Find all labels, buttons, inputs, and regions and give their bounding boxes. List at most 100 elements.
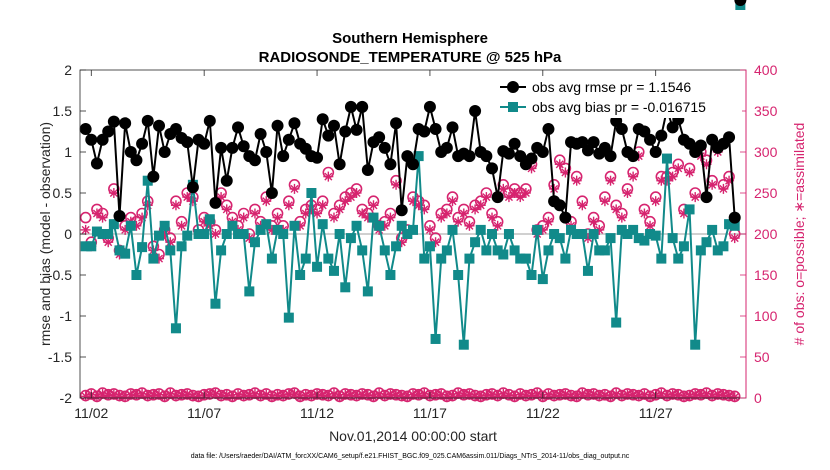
- rmse-point: [248, 154, 261, 167]
- assimilated-point: [718, 183, 729, 194]
- bias-point: [108, 219, 119, 230]
- bias-point: [402, 229, 413, 239]
- asterisk-stroke: [301, 209, 310, 218]
- asterisk-stroke: [442, 209, 451, 218]
- assimilated-point: [436, 212, 447, 223]
- rmse-point: [333, 158, 346, 171]
- bias-point: [633, 233, 644, 244]
- bias-point: [707, 224, 718, 235]
- asterisk-stroke: [595, 392, 604, 401]
- bias-point: [312, 261, 323, 272]
- rmse-point: [700, 191, 713, 204]
- bias-point: [656, 253, 667, 264]
- assimilated-low-point: [594, 391, 605, 402]
- rmse-point: [418, 125, 431, 138]
- bias-point: [515, 253, 526, 264]
- assimilated-point: [441, 208, 452, 219]
- rmse-point: [694, 139, 707, 152]
- rmse-point: [378, 141, 391, 154]
- asterisk-stroke: [104, 238, 113, 247]
- asterisk-stroke: [708, 180, 717, 189]
- asterisk-stroke: [352, 392, 361, 401]
- assimilated-point: [368, 200, 379, 211]
- asterisk-stroke: [550, 392, 559, 401]
- asterisk-stroke: [375, 389, 384, 398]
- bias-point: [419, 253, 430, 264]
- asterisk-stroke: [166, 389, 175, 398]
- asterisk-stroke: [154, 390, 164, 399]
- asterisk-stroke: [504, 193, 513, 202]
- asterisk-stroke: [600, 197, 609, 206]
- bias-point: [537, 274, 548, 285]
- rmse-point: [141, 114, 154, 127]
- asterisk-stroke: [454, 217, 463, 226]
- bias-point: [487, 229, 498, 239]
- series-layer: [79, 0, 747, 403]
- rmse-point: [491, 191, 504, 204]
- right-axis: 0 50 100 150 200 250 300 350 400: [740, 62, 778, 406]
- asterisk-stroke: [380, 392, 389, 401]
- bias-point: [492, 245, 503, 256]
- asterisk-stroke: [256, 392, 265, 401]
- asterisk-stroke: [634, 392, 643, 401]
- asterisk-stroke: [589, 390, 598, 399]
- assimilated-point: [729, 233, 740, 244]
- assimilated-point: [453, 216, 464, 227]
- asterisk-stroke: [606, 393, 615, 402]
- assimilated-point: [328, 212, 339, 223]
- assimilated-point: [628, 171, 639, 182]
- bias-point: [295, 270, 306, 280]
- asterisk-stroke: [465, 221, 474, 230]
- bias-point: [470, 237, 481, 248]
- bias-point: [278, 229, 289, 239]
- rmse-point: [288, 117, 301, 130]
- asterisk-stroke: [98, 213, 107, 222]
- rmse-point: [390, 117, 403, 130]
- asterisk-stroke: [160, 393, 169, 402]
- bias-point: [543, 245, 554, 256]
- rmse-point: [209, 196, 222, 209]
- bias-point: [549, 229, 560, 239]
- rmse-point: [728, 211, 741, 224]
- rmse-point: [181, 136, 194, 149]
- asterisk-stroke: [442, 393, 451, 402]
- assimilated-point: [470, 204, 481, 215]
- assimilated-point: [464, 220, 475, 231]
- rmse-point: [147, 170, 160, 183]
- rmse-point: [316, 113, 329, 126]
- y-axis-label: rmse and bias (model - observation): [37, 122, 53, 346]
- assimilated-point: [424, 224, 435, 235]
- asterisk-stroke: [640, 209, 649, 218]
- assimilated-point: [345, 192, 356, 203]
- asterisk-stroke: [262, 197, 271, 206]
- asterisk-stroke: [171, 201, 180, 210]
- rmse-point: [604, 150, 617, 163]
- rmse-point: [644, 133, 657, 146]
- legend-rmse-label: obs avg rmse pr = 1.1546: [532, 79, 691, 95]
- bias-point: [80, 241, 91, 252]
- rmse-point: [186, 181, 199, 194]
- rmse-point: [90, 157, 103, 170]
- bias-point: [605, 233, 616, 244]
- bias-point: [582, 265, 593, 276]
- assimilated-point: [577, 200, 588, 211]
- rmse-point: [384, 158, 397, 171]
- bias-point: [413, 151, 424, 162]
- asterisk-stroke: [171, 392, 180, 401]
- asterisk-stroke: [646, 393, 655, 402]
- y-tick-label: 1: [64, 144, 72, 160]
- asterisk-stroke: [290, 184, 299, 193]
- rmse-point: [226, 141, 239, 154]
- rmse-point: [423, 100, 436, 113]
- asterisk-stroke: [499, 389, 508, 398]
- rmse-point: [502, 147, 515, 160]
- bias-point: [424, 241, 435, 252]
- bias-point: [148, 253, 159, 264]
- asterisk-stroke: [465, 390, 474, 399]
- asterisk-stroke: [459, 209, 468, 218]
- asterisk-stroke: [448, 197, 457, 206]
- assimilated-low-point: [216, 391, 227, 402]
- bias-point: [137, 242, 148, 253]
- asterisk-stroke: [561, 390, 570, 399]
- bias-point: [323, 253, 334, 264]
